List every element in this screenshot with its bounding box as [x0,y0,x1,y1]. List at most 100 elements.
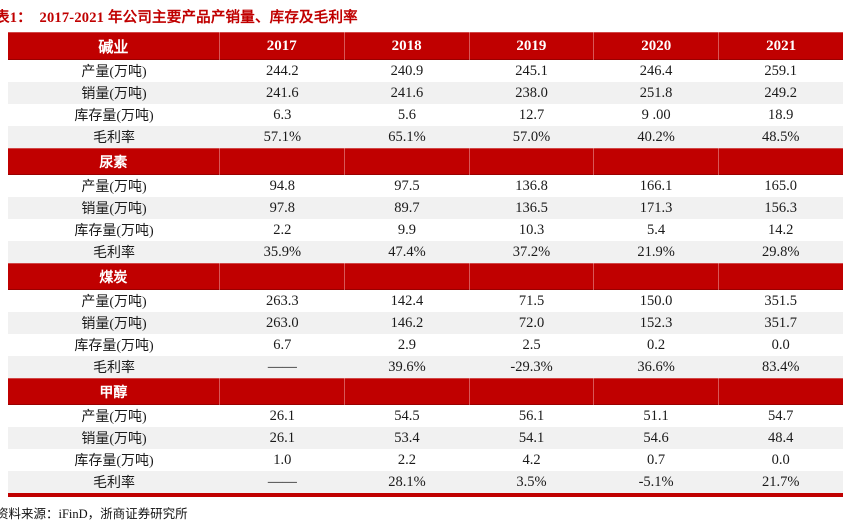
section-header-spacer-cell [218,148,344,175]
value-cell: 136.8 [515,177,548,194]
value-cell: 1.0 [273,451,292,468]
value-cell: 2.2 [273,221,292,238]
value-cell: 2.5 [522,336,541,353]
section-header-spacer-cell [468,378,594,405]
table-row: 产量(万吨) 26.1 54.5 56.1 51.1 54.7 [8,405,843,427]
value-cell: 3.5% [516,473,547,490]
value-cell: 171.3 [639,199,673,216]
section-header-spacer-cell [718,148,843,175]
value-cell: 54.6 [643,429,669,446]
table-row: 销量(万吨) 241.6 241.6 238.0 251.8 249.2 [8,82,843,104]
value-cell: 54.1 [518,429,545,446]
value-cell: -29.3% [510,358,553,375]
value-cell: 0.7 [647,451,666,468]
section-header-spacer-cell [218,263,344,290]
value-cell: 40.2% [637,128,675,145]
value-cell: 26.1 [269,407,296,424]
section-header-row: 尿素 [8,148,843,175]
table-row: 销量(万吨) 263.0 146.2 72.0 152.3 351.7 [8,312,843,334]
value-cell: —— [267,473,297,490]
value-cell: 241.6 [266,84,299,101]
row-label-cell: 销量(万吨) [81,317,147,332]
table-row: 销量(万吨) 26.1 53.4 54.1 54.6 48.4 [8,427,843,449]
value-cell: 97.5 [394,177,420,194]
value-cell: 146.2 [390,314,424,331]
section-header-spacer-cell [593,378,718,405]
row-label-cell: 产量(万吨) [81,65,147,80]
value-cell: 165.0 [764,177,797,194]
section-header-row: 煤炭 [8,263,843,290]
row-label-cell: 库存量(万吨) [74,109,154,124]
section-header-spacer-cell [343,263,469,290]
value-cell: 36.6% [637,358,675,375]
section-name-cell: 尿素 [99,155,128,171]
year-header-cell: 2021 [718,32,843,60]
value-cell: 94.8 [269,177,296,194]
row-label-cell: 毛利率 [93,131,136,146]
value-cell: 48.4 [767,429,794,446]
section-header-spacer-cell [593,263,718,290]
value-cell: 244.2 [266,62,299,79]
year-header-cell: 2019 [468,32,594,60]
value-cell: 249.2 [764,84,797,101]
value-cell: 150.0 [639,292,673,309]
table-row: 毛利率 —— 39.6% -29.3% 36.6% 83.4% [8,356,843,378]
year-header-cell: 2017 [218,32,344,60]
section-header-spacer-cell [718,263,843,290]
value-cell: 47.4% [388,243,426,260]
table-row: 毛利率 57.1% 65.1% 57.0% 40.2% 48.5% [8,126,843,148]
table-row: 毛利率 —— 28.1% 3.5% -5.1% 21.7% [8,471,843,493]
value-cell: 2.2 [397,451,416,468]
value-cell: 54.7 [767,407,794,424]
value-cell: 26.1 [269,429,296,446]
value-cell: 39.6% [388,358,426,375]
year-header-cell: 2020 [593,32,718,60]
value-cell: 0.0 [771,336,790,353]
row-label-cell: 销量(万吨) [81,432,147,447]
value-cell: 56.1 [518,407,545,424]
value-cell: 156.3 [764,199,797,216]
value-cell: 37.2% [512,243,551,260]
value-cell: 245.1 [515,62,548,79]
section-header-spacer-cell [468,263,594,290]
value-cell: 89.7 [394,199,420,216]
value-cell: 57.1% [263,128,302,145]
value-cell: 54.5 [394,407,420,424]
value-cell: 9 .00 [641,106,671,123]
value-cell: 28.1% [388,473,426,490]
table-row: 库存量(万吨) 1.0 2.2 4.2 0.7 0.0 [8,449,843,471]
row-label-cell: 库存量(万吨) [74,454,154,469]
value-cell: 51.1 [643,407,669,424]
row-label-cell: 销量(万吨) [81,202,147,217]
value-cell: 12.7 [518,106,545,123]
table-title: 表1： 2017-2021 年公司主要产品产销量、库存及毛利率 [0,10,358,26]
row-label-cell: 毛利率 [93,361,136,376]
value-cell: 71.5 [518,292,545,309]
value-cell: 263.3 [266,292,299,309]
row-label-cell: 库存量(万吨) [74,339,154,354]
value-cell: 57.0% [512,128,551,145]
section-header-spacer-cell [218,378,344,405]
value-cell: 35.9% [263,243,302,260]
year-header-cell: 2018 [343,32,469,60]
table-header-row: 碱业 2017 2018 2019 2020 2021 [8,32,843,60]
value-cell: 251.8 [639,84,673,101]
value-cell: 0.0 [771,451,790,468]
value-cell: 65.1% [388,128,426,145]
value-cell: 21.7% [761,473,800,490]
table-row: 库存量(万吨) 2.2 9.9 10.3 5.4 14.2 [8,219,843,241]
row-label-cell: 产量(万吨) [81,410,147,425]
value-cell: 53.4 [394,429,420,446]
section-header-row: 甲醇 [8,378,843,405]
value-cell: 14.2 [767,221,794,238]
row-label-cell: 销量(万吨) [81,87,147,102]
table-row: 产量(万吨) 94.8 97.5 136.8 166.1 165.0 [8,175,843,197]
section-name-cell: 甲醇 [99,385,128,401]
value-cell: 21.9% [637,243,675,260]
table-bottom-border [8,493,843,497]
value-cell: 83.4% [761,358,800,375]
table-row: 库存量(万吨) 6.7 2.9 2.5 0.2 0.0 [8,334,843,356]
value-cell: 9.9 [397,221,416,238]
section-header-spacer-cell [343,378,469,405]
section-name-cell: 煤炭 [99,270,128,286]
